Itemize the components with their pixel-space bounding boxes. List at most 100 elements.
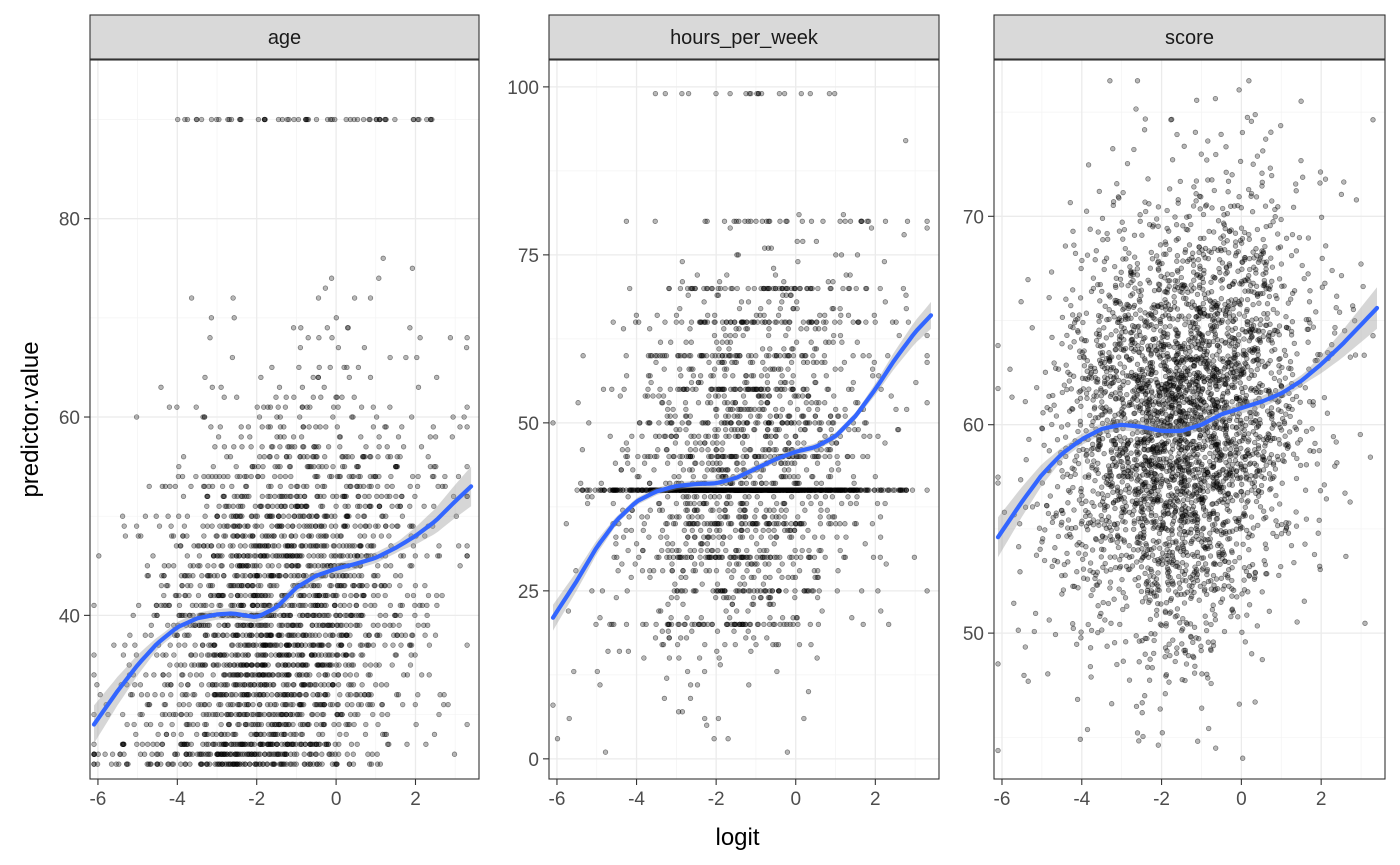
- scatter-point: [327, 622, 333, 628]
- scatter-point: [758, 534, 764, 540]
- scatter-point: [354, 503, 361, 509]
- scatter-point: [302, 741, 309, 747]
- facet-strip: [89, 14, 480, 60]
- scatter-point: [441, 701, 447, 708]
- scatter-point: [234, 741, 240, 747]
- scatter-point: [232, 751, 238, 757]
- scatter-point: [682, 400, 689, 406]
- scatter-point: [693, 507, 700, 513]
- scatter-point: [623, 353, 629, 359]
- scatter-point: [689, 453, 695, 460]
- scatter-point: [716, 494, 723, 500]
- scatter-point: [290, 523, 296, 529]
- scatter-point: [175, 473, 182, 480]
- scatter-point: [245, 682, 252, 688]
- scatter-point: [206, 701, 212, 708]
- scatter-point: [845, 312, 852, 318]
- scatter-point: [361, 344, 368, 351]
- scatter-point: [355, 701, 362, 708]
- scatter-point: [250, 582, 256, 589]
- scatter-point: [863, 285, 869, 292]
- scatter-point: [817, 312, 823, 318]
- scatter-point: [874, 500, 881, 507]
- scatter-point: [180, 533, 186, 539]
- scatter-point: [670, 453, 676, 460]
- scatter-point: [767, 413, 773, 419]
- scatter-point: [248, 721, 254, 728]
- scatter-point: [290, 721, 296, 728]
- scatter-point: [180, 493, 187, 500]
- scatter-point: [730, 594, 736, 601]
- scatter-point: [688, 319, 695, 325]
- scatter-point: [723, 366, 730, 372]
- scatter-point: [854, 252, 861, 258]
- scatter-point: [563, 521, 569, 527]
- scatter-point: [392, 573, 399, 579]
- scatter-point: [269, 632, 275, 638]
- scatter-point: [781, 521, 787, 527]
- scatter-point: [170, 533, 177, 539]
- scatter-point: [832, 319, 838, 325]
- scatter-point: [642, 393, 648, 399]
- scatter-point: [788, 386, 794, 392]
- scatter-point: [334, 424, 340, 430]
- scatter-point: [234, 473, 240, 480]
- scatter-point: [320, 662, 326, 668]
- scatter-point: [219, 751, 226, 757]
- scatter-point: [599, 588, 606, 594]
- scatter-point: [224, 711, 230, 718]
- scatter-point: [721, 534, 727, 540]
- scatter-point: [669, 561, 675, 567]
- scatter-point: [623, 218, 630, 224]
- scatter-point: [850, 319, 856, 325]
- scatter-point: [321, 553, 327, 559]
- scatter-point: [297, 414, 303, 420]
- scatter-point: [139, 741, 146, 747]
- scatter-point: [379, 513, 385, 519]
- scatter-point: [684, 500, 691, 507]
- scatter-point: [804, 386, 810, 392]
- scatter-point: [267, 404, 274, 410]
- scatter-point: [712, 312, 718, 318]
- scatter-point: [820, 319, 827, 325]
- scatter-point: [418, 444, 425, 450]
- scatter-point: [782, 527, 788, 534]
- scatter-point: [714, 628, 721, 634]
- scatter-point: [903, 292, 909, 298]
- scatter-point: [806, 406, 812, 413]
- scatter-point: [382, 642, 388, 648]
- scatter-point: [134, 741, 140, 747]
- scatter-point: [170, 711, 177, 718]
- scatter-point: [218, 384, 224, 390]
- scatter-point: [403, 354, 409, 361]
- scatter-point: [144, 563, 151, 569]
- scatter-point: [290, 682, 296, 688]
- scatter-point: [742, 400, 748, 406]
- scatter-point: [711, 467, 717, 473]
- scatter-point: [230, 295, 236, 301]
- scatter-point: [609, 386, 615, 392]
- scatter-point: [639, 433, 645, 439]
- scatter-point: [849, 453, 856, 460]
- scatter-point: [668, 339, 674, 345]
- scatter-point: [275, 404, 281, 410]
- scatter-point: [412, 701, 418, 708]
- scatter-point: [839, 339, 845, 345]
- scatter-point: [308, 533, 315, 539]
- scatter-point: [334, 711, 340, 718]
- scatter-point: [327, 632, 333, 638]
- scatter-point: [237, 642, 244, 648]
- scatter-point: [387, 404, 393, 410]
- scatter-point: [251, 463, 258, 470]
- scatter-point: [205, 692, 211, 698]
- scatter-point: [294, 642, 300, 648]
- scatter-point: [161, 563, 167, 569]
- scatter-point: [291, 116, 297, 123]
- scatter-point: [370, 533, 376, 539]
- scatter-point: [279, 523, 285, 529]
- scatter-point: [309, 711, 315, 718]
- scatter-point: [150, 553, 156, 559]
- scatter-point: [270, 682, 276, 688]
- scatter-point: [672, 440, 679, 446]
- scatter-point: [242, 652, 249, 658]
